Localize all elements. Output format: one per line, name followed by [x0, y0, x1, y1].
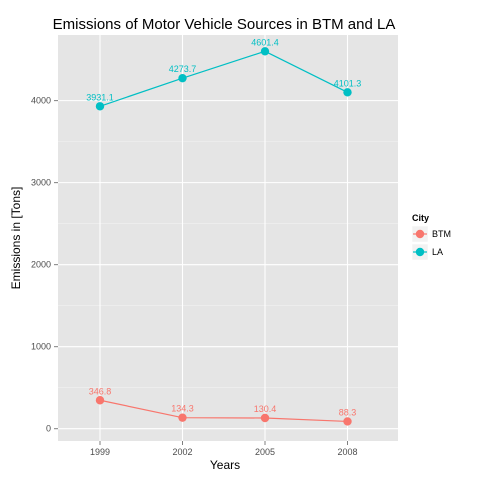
series-line: [99, 50, 348, 107]
data-point: [178, 73, 187, 83]
series-la: 3931.1 4273.7 4601.4 4101.3: [86, 37, 362, 111]
x-tick-label: 2008: [337, 447, 357, 457]
y-tick-label: 2000: [31, 260, 51, 270]
data-label: 4601.4: [251, 37, 279, 47]
data-point: [343, 88, 352, 97]
legend-key-point: [415, 247, 425, 257]
series-line: [99, 399, 348, 423]
plot-panel: [58, 35, 398, 441]
y-axis-label: Emissions in [Tons]: [9, 187, 23, 290]
x-axis-label: Years: [210, 458, 240, 472]
grid-lines: [58, 35, 398, 441]
y-tick-label: 4000: [31, 96, 51, 106]
y-axis-ticks: 0 1000 2000 3000 4000: [31, 96, 58, 434]
data-label: 4273.7: [169, 64, 197, 74]
x-tick-label: 2005: [255, 447, 275, 457]
legend-key-point: [415, 229, 425, 239]
x-tick-label: 2002: [172, 447, 192, 457]
x-axis-ticks: 1999 2002 2005 2008: [90, 441, 358, 457]
data-label: 88.3: [339, 407, 357, 417]
data-label: 346.8: [89, 386, 112, 396]
legend-label-btm: BTM: [432, 229, 451, 239]
x-tick-label: 1999: [90, 447, 110, 457]
y-tick-label: 1000: [31, 342, 51, 352]
data-point: [95, 396, 105, 405]
data-label: 130.4: [254, 404, 277, 414]
data-label: 3931.1: [86, 92, 114, 102]
legend-title: City: [412, 213, 429, 223]
legend-label-la: LA: [432, 247, 443, 257]
legend: City BTM LA: [411, 213, 451, 261]
chart-title: Emissions of Motor Vehicle Sources in BT…: [53, 16, 396, 33]
data-point: [178, 413, 187, 422]
y-tick-label: 0: [46, 424, 51, 434]
data-point: [343, 417, 352, 426]
series-btm: 346.8 134.3 130.4 88.3: [89, 386, 357, 426]
series-layer: 346.8 134.3 130.4 88.3 3931.1 4273.7 4601.4 410…: [86, 37, 362, 426]
data-point: [95, 102, 105, 111]
y-tick-label: 3000: [31, 178, 51, 188]
data-label: 134.3: [171, 404, 194, 414]
data-point: [260, 413, 270, 423]
data-point: [260, 47, 270, 56]
data-label: 4101.3: [334, 78, 362, 88]
